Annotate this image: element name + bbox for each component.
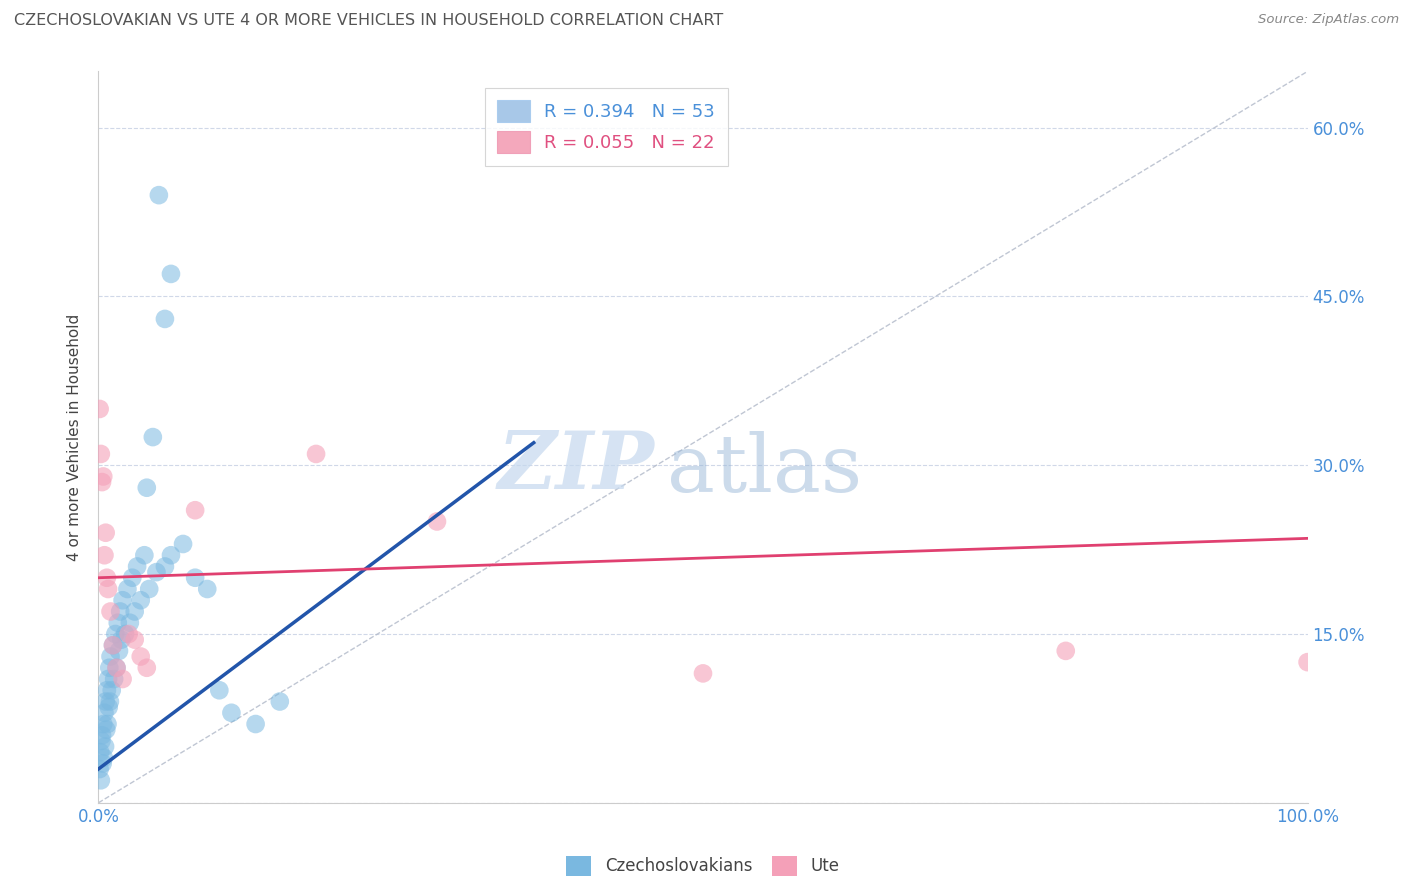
Text: atlas: atlas	[666, 431, 862, 509]
Point	[91, 469, 114, 483]
Point	[305, 447, 328, 461]
Point	[94, 739, 117, 754]
Point	[426, 515, 449, 529]
Point	[129, 649, 152, 664]
Point	[172, 537, 194, 551]
Point	[124, 632, 146, 647]
Point	[97, 700, 120, 714]
Point	[135, 481, 157, 495]
Point	[134, 548, 156, 562]
Point	[135, 661, 157, 675]
Point	[208, 683, 231, 698]
Point	[692, 666, 714, 681]
Point	[111, 593, 134, 607]
Text: CZECHOSLOVAKIAN VS UTE 4 OR MORE VEHICLES IN HOUSEHOLD CORRELATION CHART: CZECHOSLOVAKIAN VS UTE 4 OR MORE VEHICLE…	[14, 13, 723, 29]
Point	[94, 694, 117, 708]
Point	[114, 627, 136, 641]
Point	[104, 627, 127, 641]
Point	[118, 615, 141, 630]
Point	[91, 717, 114, 731]
Point	[124, 605, 146, 619]
Point	[89, 745, 111, 759]
Point	[142, 430, 165, 444]
Text: ZIP: ZIP	[498, 427, 655, 505]
Point	[91, 756, 114, 771]
Point	[91, 728, 114, 742]
Point	[145, 565, 167, 579]
Point	[96, 683, 118, 698]
Point	[103, 672, 125, 686]
Point	[96, 723, 118, 737]
Text: Source: ZipAtlas.com: Source: ZipAtlas.com	[1258, 13, 1399, 27]
Point	[97, 582, 120, 596]
Point	[110, 632, 132, 647]
Point	[107, 615, 129, 630]
Point	[108, 605, 131, 619]
Point	[153, 312, 176, 326]
Point	[195, 582, 218, 596]
Point	[118, 627, 141, 641]
Point	[100, 605, 122, 619]
Point	[93, 706, 115, 720]
Point	[101, 638, 124, 652]
Point	[245, 717, 267, 731]
Point	[96, 571, 118, 585]
Point	[111, 672, 134, 686]
Point	[89, 401, 111, 416]
Point	[100, 649, 122, 664]
Point	[138, 582, 160, 596]
Point	[93, 548, 115, 562]
Point	[90, 773, 112, 788]
Point	[1054, 644, 1077, 658]
Point	[117, 582, 139, 596]
Point	[94, 525, 117, 540]
Point	[148, 188, 170, 202]
Point	[184, 503, 207, 517]
Point	[90, 447, 112, 461]
Point	[90, 734, 112, 748]
Point	[160, 548, 183, 562]
Point	[184, 571, 207, 585]
Point	[121, 571, 143, 585]
Point	[91, 475, 114, 489]
Point	[105, 661, 128, 675]
Point	[160, 267, 183, 281]
Point	[98, 661, 121, 675]
Point	[100, 683, 122, 698]
Point	[221, 706, 243, 720]
Point	[97, 672, 120, 686]
Point	[129, 593, 152, 607]
Point	[98, 694, 121, 708]
Y-axis label: 4 or more Vehicles in Household: 4 or more Vehicles in Household	[67, 313, 83, 561]
Point	[89, 762, 111, 776]
Point	[127, 559, 149, 574]
Point	[153, 559, 176, 574]
Point	[1296, 655, 1319, 669]
Point	[105, 661, 128, 675]
Point	[269, 694, 291, 708]
Point	[101, 638, 124, 652]
Point	[93, 751, 115, 765]
Point	[108, 644, 131, 658]
Legend: Czechoslovakians, Ute: Czechoslovakians, Ute	[560, 850, 846, 882]
Point	[96, 717, 118, 731]
